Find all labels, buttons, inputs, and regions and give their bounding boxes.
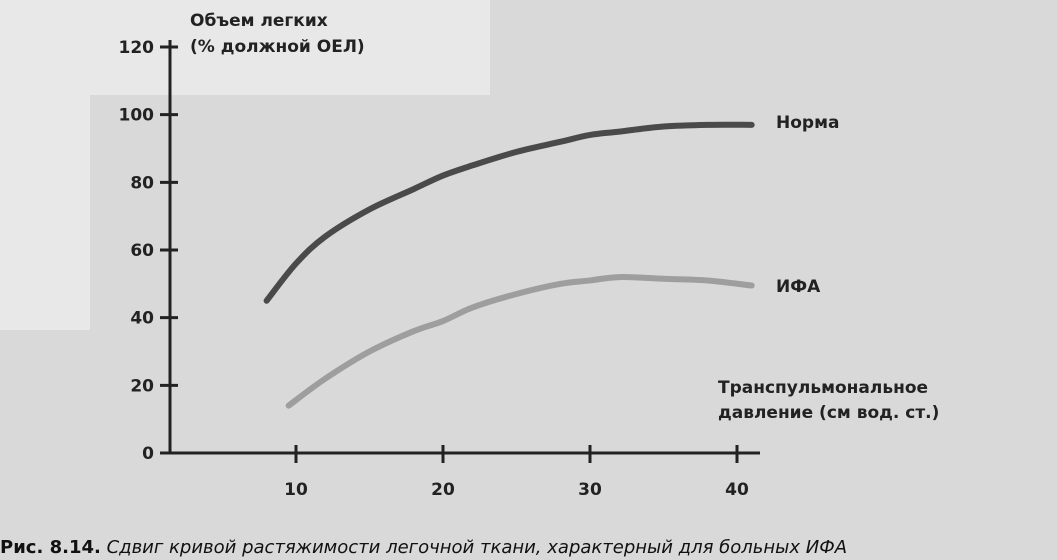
series-label-norma: Норма [776, 113, 839, 133]
caption-number: Рис. 8.14. [0, 537, 101, 558]
y-axis-label-line1: Объем легких [190, 11, 328, 31]
y-axis-label-line2: (% должной ОЕЛ) [190, 37, 365, 57]
y-tick-label: 100 [119, 106, 155, 126]
y-tick-label: 0 [142, 444, 154, 464]
series-label-ifa: ИФА [776, 277, 821, 297]
y-tick-label: 40 [130, 309, 154, 329]
ticks: 0 20 40 60 80 100 120 10 20 30 40 [119, 38, 749, 500]
chart: 0 20 40 60 80 100 120 10 20 30 40 Объем легких (% … [0, 0, 940, 500]
y-tick-label: 20 [130, 376, 154, 396]
y-tick-label: 60 [130, 241, 154, 261]
x-tick-label: 40 [725, 480, 749, 500]
x-tick-label: 10 [284, 480, 308, 500]
figure-caption: Рис. 8.14. Сдвиг кривой растяжимости лег… [0, 536, 1057, 560]
series-lines [263, 121, 755, 409]
x-tick-label: 30 [578, 480, 602, 500]
caption-text: Сдвиг кривой растяжимости легочной ткани… [106, 537, 848, 558]
y-tick-label: 80 [130, 173, 154, 193]
light-panel-left [0, 0, 90, 330]
series-line-ifa [285, 274, 755, 409]
series-line-norma [263, 121, 755, 304]
x-axis-label-line2: давление (см вод. ст.) [718, 403, 939, 423]
x-axis-label-line1: Транспульмональное [718, 378, 928, 398]
labels: Объем легких (% должной ОЕЛ) Транспульмо… [190, 11, 939, 423]
y-tick-label: 120 [119, 38, 155, 58]
x-tick-label: 20 [431, 480, 455, 500]
